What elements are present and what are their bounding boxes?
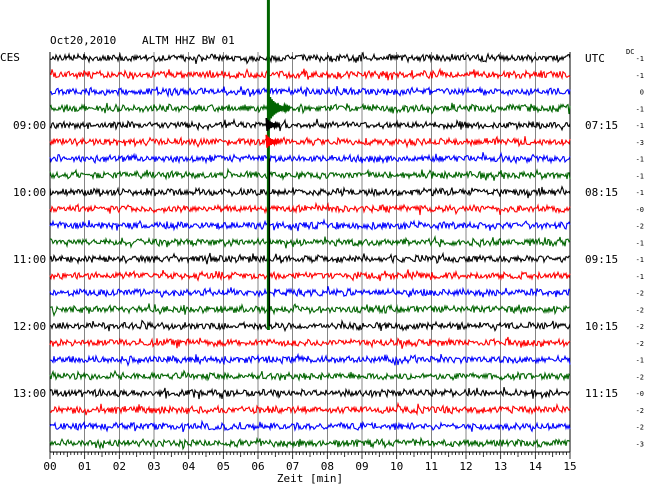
dc-offset-label: -2 — [636, 340, 644, 348]
dc-label: DC — [626, 48, 634, 56]
trace-row — [49, 352, 571, 367]
left-hour-label: 12:00 — [13, 320, 46, 333]
dc-offset-label: -0 — [636, 390, 644, 398]
trace-row — [49, 85, 571, 98]
dc-offset-label: -0 — [636, 206, 644, 214]
right-hour-label: 07:15 — [585, 119, 618, 132]
trace-row — [49, 401, 571, 417]
left-hour-label: 11:00 — [13, 253, 46, 266]
right-hour-label: 11:15 — [585, 387, 618, 400]
x-axis-label: Zeit [min] — [277, 472, 343, 485]
left-hour-label: 09:00 — [13, 119, 46, 132]
x-tick-label: 08 — [321, 460, 334, 473]
dc-offset-label: -1 — [636, 256, 644, 264]
x-tick-label: 10 — [390, 460, 403, 473]
trace-row — [49, 286, 571, 299]
dc-offset-label: 0 — [640, 89, 644, 97]
timezone-left-label: CES — [0, 51, 20, 64]
right-hour-label: 10:15 — [585, 320, 618, 333]
x-tick-label: 13 — [494, 460, 507, 473]
dc-offset-label: -1 — [636, 172, 644, 180]
x-tick-label: 07 — [286, 460, 299, 473]
right-hour-labels: UTC 07:15 08:15 09:15 10:15 11:15 — [585, 52, 618, 400]
dc-offset-label: -2 — [636, 290, 644, 298]
x-tick-label: 09 — [355, 460, 368, 473]
trace-row — [49, 234, 571, 249]
date-label: Oct20,2010 — [50, 34, 116, 47]
dc-offset-label: -3 — [636, 139, 644, 147]
trace-row — [50, 67, 571, 81]
dc-offset-label: -1 — [636, 156, 644, 164]
dc-offset-label: -3 — [636, 440, 644, 448]
x-tick-label: 04 — [182, 460, 196, 473]
dc-offset-label: -2 — [636, 306, 644, 314]
dc-offset-label: -2 — [636, 407, 644, 415]
dc-offset-label: -2 — [636, 223, 644, 231]
trace-row — [49, 185, 571, 199]
trace-row — [49, 102, 571, 115]
trace-row — [49, 369, 571, 382]
earthquake-event — [265, 0, 292, 330]
trace-row — [49, 151, 571, 165]
x-tick-label: 00 — [43, 460, 56, 473]
x-tick-label: 05 — [217, 460, 230, 473]
seismic-traces — [49, 51, 571, 451]
dc-offset-label: -1 — [636, 55, 644, 63]
event-burst — [265, 117, 281, 131]
x-tick-label: 14 — [529, 460, 543, 473]
x-tick-label: 02 — [113, 460, 126, 473]
dc-offset-label: -1 — [636, 105, 644, 113]
right-hour-label: 09:15 — [585, 253, 618, 266]
x-tick-label: 01 — [78, 460, 91, 473]
minute-grid — [49, 52, 571, 452]
dc-offset-label: -2 — [636, 373, 644, 381]
x-tick-label: 12 — [459, 460, 472, 473]
trace-row — [49, 117, 571, 132]
trace-row — [49, 386, 571, 400]
trace-row — [49, 336, 571, 349]
x-tick-label: 03 — [147, 460, 160, 473]
x-tick-label: 15 — [563, 460, 576, 473]
right-hour-label: UTC — [585, 52, 605, 65]
station-label: ALTM HHZ BW 01 — [142, 34, 235, 47]
event-burst — [265, 134, 281, 148]
left-hour-label: 10:00 — [13, 186, 46, 199]
trace-row — [49, 251, 571, 265]
trace-row — [49, 201, 571, 216]
right-hour-label: 08:15 — [585, 186, 618, 199]
dc-offset-label: -1 — [636, 357, 644, 365]
x-tick-label: 11 — [425, 460, 438, 473]
trace-row — [49, 269, 571, 282]
dc-offset-label: -2 — [636, 424, 644, 432]
dc-offset-label: -1 — [636, 72, 644, 80]
dc-offset-labels: -1 -1 0 -1 -1 -3 -1 -1 -1 -0 -2 -1 -1 -1 -2 -2 -2 -2 -1 -2 -… — [636, 55, 644, 448]
trace-row — [49, 303, 571, 318]
dc-offset-label: -1 — [636, 122, 644, 130]
dc-offset-label: -1 — [636, 239, 644, 247]
dc-offset-label: -1 — [636, 273, 644, 281]
left-hour-labels: 09:00 10:00 11:00 12:00 13:00 — [13, 119, 46, 400]
trace-row — [49, 419, 571, 433]
x-axis: 00 01 02 03 04 05 06 07 08 09 10 11 12 13 14 15 — [43, 451, 577, 473]
dc-offset-label: -2 — [636, 323, 644, 331]
dc-offset-label: -1 — [636, 189, 644, 197]
trace-row — [49, 436, 571, 451]
trace-row — [49, 218, 571, 232]
x-tick-label: 06 — [251, 460, 264, 473]
trace-row — [49, 51, 571, 65]
trace-row — [49, 167, 571, 181]
trace-row — [49, 135, 571, 149]
event-coda — [267, 94, 292, 121]
trace-row — [49, 318, 571, 333]
left-hour-label: 13:00 — [13, 387, 46, 400]
